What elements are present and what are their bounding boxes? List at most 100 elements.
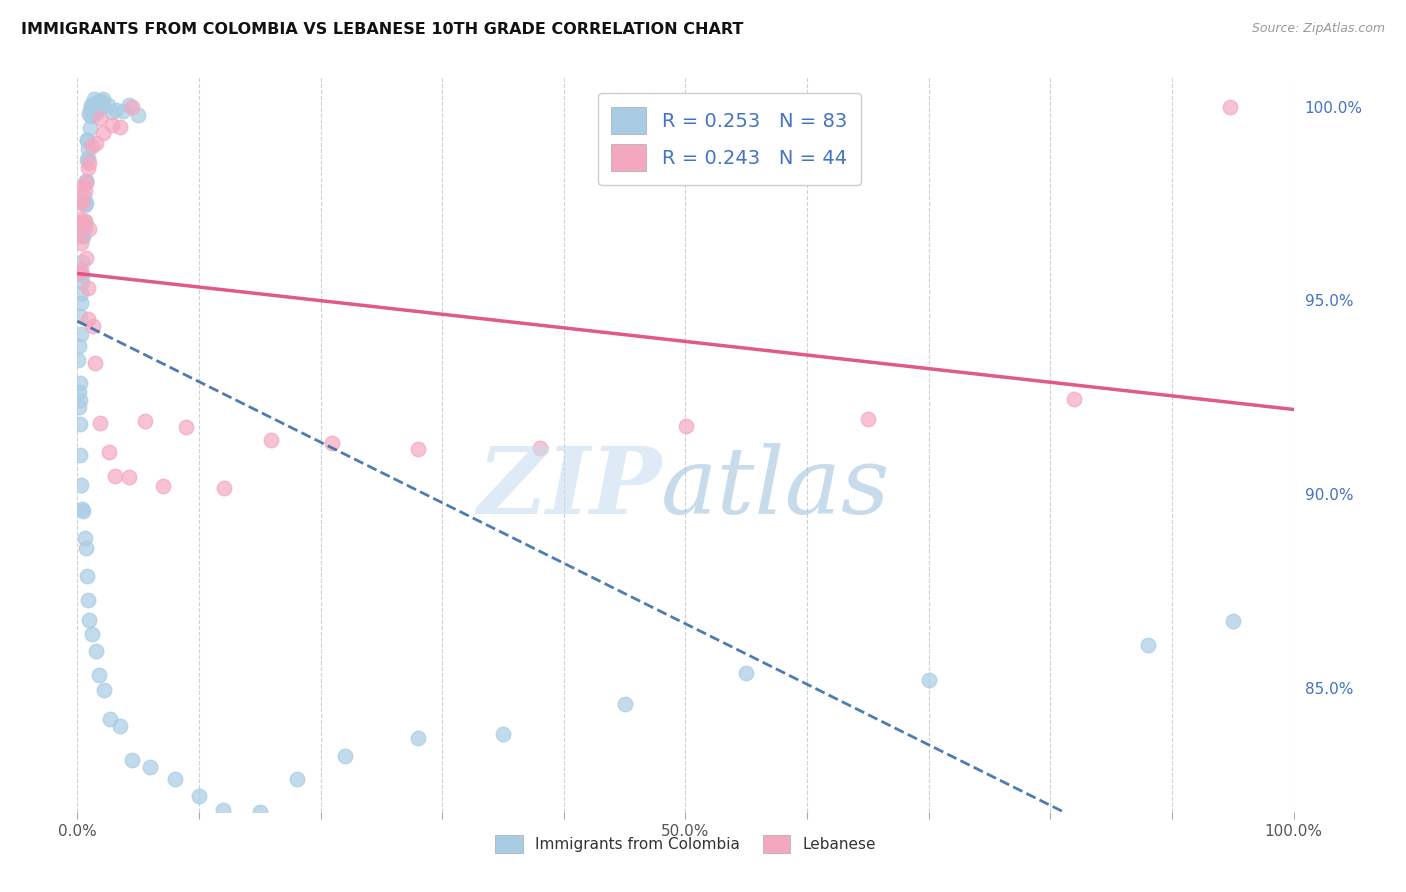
Point [84,644,107,658]
Point [1136,638,1159,652]
Point [73,532,96,546]
Point [1222,614,1244,628]
Point [121,753,143,767]
Point [69,448,91,462]
Point [77,156,100,170]
Point [73,215,96,229]
Point [76,161,98,176]
Point [734,666,756,681]
Point [89,100,111,114]
Point [70,296,93,310]
Text: ZIP: ZIP [477,443,661,533]
Point [73,184,96,198]
Point [75,196,97,211]
Point [67,266,90,280]
Point [139,760,162,774]
Point [89,416,111,430]
Point [529,442,551,456]
Point [80,109,103,123]
Point [84,106,107,120]
Point [333,748,356,763]
Point [67,385,90,400]
Point [82,100,104,114]
Point [91,97,114,112]
Point [492,727,515,741]
Point [82,104,104,119]
Point [82,103,104,117]
Point [72,179,94,194]
Point [82,318,104,333]
Point [89,111,111,125]
Point [80,98,103,112]
Point [70,326,93,341]
Point [127,108,149,122]
Point [70,235,93,250]
Point [83,92,105,106]
Point [79,107,101,121]
Point [212,482,235,496]
Point [91,126,114,140]
Point [80,139,103,153]
Point [76,133,98,147]
Point [72,228,94,243]
Point [249,805,271,819]
Point [212,803,235,817]
Point [84,103,107,117]
Point [70,215,93,229]
Point [93,682,115,697]
Point [76,151,98,165]
Point [70,275,93,289]
Point [76,133,98,147]
Point [70,502,93,516]
Point [79,103,101,118]
Point [1063,392,1085,407]
Point [98,445,121,459]
Point [84,355,107,369]
Text: IMMIGRANTS FROM COLOMBIA VS LEBANESE 10TH GRADE CORRELATION CHART: IMMIGRANTS FROM COLOMBIA VS LEBANESE 10T… [21,22,744,37]
Point [72,227,94,241]
Point [152,479,174,493]
Point [72,255,94,269]
Point [321,435,343,450]
Point [77,281,100,295]
Point [69,392,91,407]
Point [675,419,697,434]
Point [75,174,97,188]
Point [70,285,93,300]
Point [613,697,636,711]
Point [112,103,135,118]
Point [101,118,124,132]
Point [76,568,98,582]
Point [75,173,97,187]
Point [69,211,91,226]
Point [97,97,120,112]
Point [70,268,93,282]
Point [75,251,97,265]
Point [187,789,209,803]
Point [77,592,100,607]
Point [75,541,97,556]
Point [69,376,91,390]
Point [69,417,91,432]
Point [118,470,141,484]
Point [69,263,91,277]
Legend: Immigrants from Colombia, Lebanese: Immigrants from Colombia, Lebanese [489,829,882,859]
Point [104,469,127,483]
Point [67,353,90,368]
Point [80,626,103,640]
Point [93,92,115,106]
Point [76,311,98,326]
Point [75,177,97,191]
Point [108,719,131,733]
Point [75,214,97,228]
Point [918,673,941,687]
Point [67,339,90,353]
Point [285,772,308,786]
Point [73,197,96,211]
Point [77,613,100,627]
Text: Source: ZipAtlas.com: Source: ZipAtlas.com [1251,22,1385,36]
Point [260,434,283,448]
Point [87,667,110,681]
Point [858,412,880,426]
Point [90,95,112,110]
